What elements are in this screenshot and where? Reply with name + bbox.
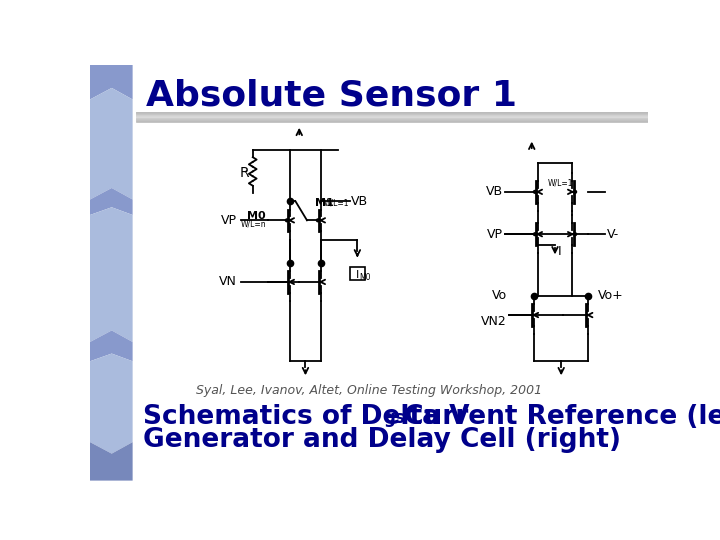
Polygon shape bbox=[90, 65, 132, 99]
Text: Syal, Lee, Ivanov, Altet, Online Testing Workshop, 2001: Syal, Lee, Ivanov, Altet, Online Testing… bbox=[196, 384, 542, 397]
Text: W/L=n: W/L=n bbox=[240, 220, 266, 229]
Text: M0: M0 bbox=[359, 273, 370, 282]
Polygon shape bbox=[90, 330, 132, 361]
Text: VB: VB bbox=[351, 194, 369, 207]
Text: M0: M0 bbox=[247, 211, 266, 221]
Text: I: I bbox=[557, 245, 561, 258]
FancyBboxPatch shape bbox=[350, 267, 365, 280]
Polygon shape bbox=[90, 442, 132, 481]
Polygon shape bbox=[90, 188, 132, 215]
Text: Vo: Vo bbox=[492, 289, 507, 302]
Text: VP: VP bbox=[221, 214, 238, 227]
Polygon shape bbox=[90, 207, 132, 342]
Text: VN: VN bbox=[220, 275, 238, 288]
Polygon shape bbox=[90, 354, 132, 454]
Text: Generator and Delay Cell (right): Generator and Delay Cell (right) bbox=[143, 427, 621, 453]
Text: Absolute Sensor 1: Absolute Sensor 1 bbox=[145, 79, 517, 113]
Text: R: R bbox=[239, 166, 249, 180]
Text: gs: gs bbox=[383, 409, 405, 427]
Text: VP: VP bbox=[487, 228, 503, 241]
Text: Schematics of Delta V: Schematics of Delta V bbox=[143, 403, 469, 430]
Text: Current Reference (left): Current Reference (left) bbox=[395, 403, 720, 430]
Text: V-: V- bbox=[607, 228, 619, 241]
Text: I: I bbox=[356, 269, 359, 280]
Text: W/L=1: W/L=1 bbox=[548, 178, 574, 187]
Polygon shape bbox=[90, 88, 132, 200]
Text: M1: M1 bbox=[315, 198, 333, 208]
Text: Vo+: Vo+ bbox=[598, 289, 624, 302]
Text: VN2: VN2 bbox=[481, 315, 507, 328]
Text: VB: VB bbox=[486, 185, 503, 198]
Text: W/L=1: W/L=1 bbox=[323, 199, 348, 208]
